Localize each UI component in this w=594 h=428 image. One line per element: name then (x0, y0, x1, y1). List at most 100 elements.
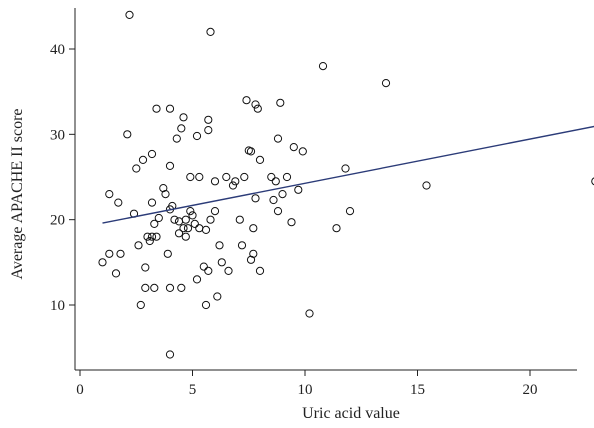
data-point (422, 181, 431, 190)
data-point (186, 172, 195, 182)
data-point (204, 126, 213, 135)
y-tick-label: 30 (50, 127, 65, 143)
data-points (98, 10, 594, 359)
data-point (195, 224, 204, 233)
data-point (174, 229, 184, 238)
data-point (141, 263, 150, 272)
data-point (210, 207, 220, 216)
data-point (381, 79, 391, 88)
data-point (138, 155, 148, 164)
fit-line-group (102, 125, 594, 224)
data-point (255, 266, 265, 275)
data-point (273, 134, 283, 143)
data-point (195, 172, 204, 182)
data-point (251, 194, 260, 203)
data-point (116, 249, 125, 258)
fit-line (102, 125, 594, 224)
data-point (170, 215, 179, 224)
data-point (278, 190, 287, 199)
data-point (289, 143, 298, 152)
data-point (276, 98, 285, 107)
data-point (154, 213, 163, 223)
data-point (136, 300, 145, 310)
data-point (267, 172, 276, 182)
data-point (143, 232, 152, 241)
data-point (181, 215, 190, 224)
x-tick-label: 20 (523, 382, 538, 398)
data-point (192, 275, 202, 284)
data-point (188, 211, 197, 220)
y-tick-label: 40 (50, 42, 65, 58)
data-point (282, 172, 292, 182)
data-point (305, 309, 314, 318)
data-point (98, 258, 107, 267)
x-tick-label: 15 (410, 382, 425, 398)
data-point (204, 115, 213, 124)
data-point (213, 292, 222, 301)
data-point (174, 217, 184, 226)
data-point (165, 161, 175, 170)
data-point (237, 241, 247, 250)
data-point (235, 215, 244, 224)
data-point (240, 172, 249, 182)
data-point (249, 224, 258, 233)
data-point (215, 241, 224, 250)
data-point (201, 225, 211, 234)
data-point (165, 350, 175, 359)
data-point (147, 198, 157, 207)
data-point (204, 266, 213, 275)
data-point (152, 232, 161, 241)
data-point (145, 236, 154, 246)
x-axis-label: Uric acid value (302, 405, 400, 422)
data-point (111, 269, 121, 278)
data-point (152, 104, 161, 113)
data-point (224, 266, 233, 275)
data-point (269, 195, 278, 205)
data-point (287, 218, 296, 227)
data-point (206, 27, 215, 36)
data-point (210, 177, 220, 186)
data-point (255, 155, 265, 164)
data-point (298, 147, 307, 156)
data-point (318, 62, 328, 71)
data-point (125, 10, 134, 19)
data-point (199, 262, 208, 271)
data-point (123, 130, 132, 139)
data-point (179, 113, 188, 122)
x-tick-label: 10 (298, 382, 313, 398)
data-point (591, 177, 594, 186)
y-axis-label: Average APACHE II score (9, 108, 26, 279)
data-point (150, 219, 159, 228)
x-tick-label: 5 (189, 382, 197, 398)
data-point (201, 300, 211, 310)
axes (74, 8, 577, 371)
y-tick-label: 20 (50, 213, 65, 229)
data-point (177, 283, 186, 292)
data-point (141, 283, 150, 292)
data-point (172, 134, 181, 143)
data-point (105, 249, 114, 258)
data-point (134, 241, 143, 250)
data-point (147, 149, 157, 159)
data-point (159, 184, 168, 193)
data-point (222, 172, 231, 182)
data-point (132, 164, 141, 173)
data-point (105, 190, 114, 199)
data-point (217, 258, 226, 267)
data-point (249, 249, 258, 258)
data-point (165, 283, 175, 292)
data-point (206, 215, 215, 224)
data-point (163, 249, 172, 258)
data-point (190, 219, 199, 228)
data-point (251, 100, 260, 109)
data-point (147, 232, 157, 241)
data-point (231, 177, 240, 186)
y-tick-label: 10 (50, 298, 65, 314)
data-point (242, 96, 251, 105)
data-point (246, 147, 256, 156)
data-point (228, 181, 238, 190)
y-ticks: 10 20 30 40 (50, 42, 75, 314)
data-point (161, 190, 170, 199)
data-point (253, 104, 262, 113)
